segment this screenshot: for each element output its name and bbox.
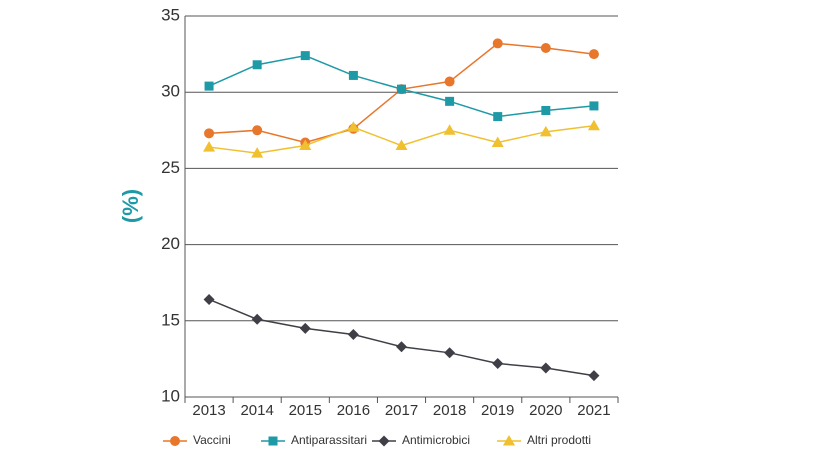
y-tick-label: 15 bbox=[161, 310, 180, 329]
x-tick-label: 2019 bbox=[481, 402, 514, 419]
y-tick-label: 10 bbox=[161, 386, 180, 405]
data-point bbox=[541, 105, 551, 115]
data-point bbox=[444, 347, 456, 359]
x-tick-label: 2017 bbox=[385, 402, 418, 419]
data-point bbox=[540, 43, 551, 54]
data-point bbox=[443, 124, 456, 135]
x-tick-label: 2014 bbox=[240, 402, 273, 419]
data-point bbox=[300, 51, 310, 61]
data-point bbox=[299, 139, 312, 151]
legend-marker bbox=[170, 436, 180, 446]
data-point bbox=[396, 341, 407, 353]
data-point bbox=[492, 38, 503, 49]
data-point bbox=[588, 370, 600, 382]
data-point bbox=[252, 125, 263, 136]
data-point bbox=[251, 147, 264, 158]
x-tick-label: 2015 bbox=[289, 402, 322, 419]
data-point bbox=[348, 70, 358, 80]
legend-label: Antimicrobici bbox=[402, 433, 470, 447]
x-tick-label: 2016 bbox=[337, 402, 370, 419]
data-point bbox=[347, 121, 360, 132]
data-point bbox=[589, 101, 599, 111]
legend-label: Vaccini bbox=[193, 433, 231, 447]
data-point bbox=[492, 357, 504, 369]
x-tick-label: 2020 bbox=[529, 402, 562, 419]
data-point bbox=[203, 141, 216, 152]
y-tick-label: 35 bbox=[161, 5, 180, 24]
legend-marker bbox=[268, 436, 278, 446]
data-point bbox=[203, 293, 215, 305]
legend-marker bbox=[503, 435, 515, 446]
data-point bbox=[588, 49, 599, 60]
data-point bbox=[299, 322, 311, 334]
y-tick-label: 30 bbox=[161, 82, 180, 101]
data-point bbox=[587, 119, 600, 131]
x-tick-label: 2018 bbox=[433, 402, 466, 419]
data-point bbox=[251, 313, 263, 325]
data-point bbox=[539, 125, 552, 137]
data-point bbox=[395, 139, 408, 151]
data-point bbox=[347, 329, 359, 341]
legend-marker bbox=[378, 435, 390, 447]
data-point bbox=[204, 128, 215, 139]
data-point bbox=[204, 81, 214, 91]
y-tick-label: 20 bbox=[161, 234, 180, 253]
y-axis-label: (%) bbox=[118, 189, 143, 223]
data-point bbox=[540, 362, 552, 374]
legend-label: Altri prodotti bbox=[527, 433, 591, 447]
data-point bbox=[444, 76, 455, 87]
data-point bbox=[493, 112, 503, 122]
y-tick-label: 25 bbox=[161, 158, 180, 177]
x-tick-label: 2013 bbox=[192, 402, 225, 419]
data-point bbox=[445, 96, 455, 106]
legend-label: Antiparassitari bbox=[291, 433, 367, 447]
data-point bbox=[491, 136, 504, 147]
data-point bbox=[397, 84, 406, 94]
data-point bbox=[252, 60, 262, 70]
series-line bbox=[208, 298, 595, 377]
x-tick-label: 2021 bbox=[577, 402, 610, 419]
